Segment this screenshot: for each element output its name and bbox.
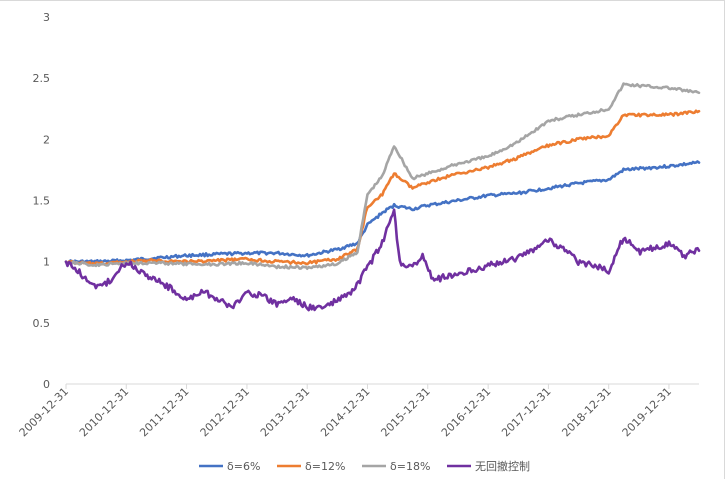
x-tick-label: 2017-12-31: [499, 385, 553, 439]
y-tick-label: 3: [43, 11, 50, 24]
y-tick-label: 1: [43, 256, 50, 269]
y-tick-label: 2.5: [33, 72, 51, 85]
x-tick-label: 2016-12-31: [439, 385, 493, 439]
series-line: [64, 109, 701, 267]
y-tick-label: 2: [43, 133, 50, 146]
legend-label: δ=18%: [390, 460, 430, 473]
x-tick-label: 2011-12-31: [137, 385, 191, 439]
x-tick-label: 2013-12-31: [258, 385, 312, 439]
x-axis: 2009-12-31 2010-12-31 2011-12-31 2012-12-31…: [17, 383, 699, 439]
y-tick-label: 1.5: [33, 195, 51, 208]
legend: δ=6% δ=12% δ=18% 无回撤控制: [199, 459, 530, 473]
x-tick-label: 2019-12-31: [620, 385, 674, 439]
x-tick-label: 2014-12-31: [318, 385, 372, 439]
series-line: [64, 82, 701, 270]
legend-label: 无回撤控制: [475, 459, 530, 473]
series-line: [64, 208, 701, 312]
y-tick-label: 0: [43, 378, 50, 391]
x-tick-label: 2010-12-31: [77, 385, 131, 439]
x-tick-label: 2009-12-31: [17, 385, 71, 439]
series-lines: [64, 82, 701, 312]
y-tick-label: 0.5: [33, 317, 51, 330]
series-line: [64, 160, 701, 265]
x-tick-label: 2018-12-31: [559, 385, 613, 439]
x-tick-label: 2012-12-31: [198, 385, 252, 439]
legend-label: δ=12%: [305, 460, 345, 473]
x-tick-label: 2015-12-31: [378, 385, 432, 439]
y-axis-ticks: 0 0.5 1 1.5 2 2.5 3: [33, 11, 51, 391]
legend-label: δ=6%: [227, 460, 260, 473]
